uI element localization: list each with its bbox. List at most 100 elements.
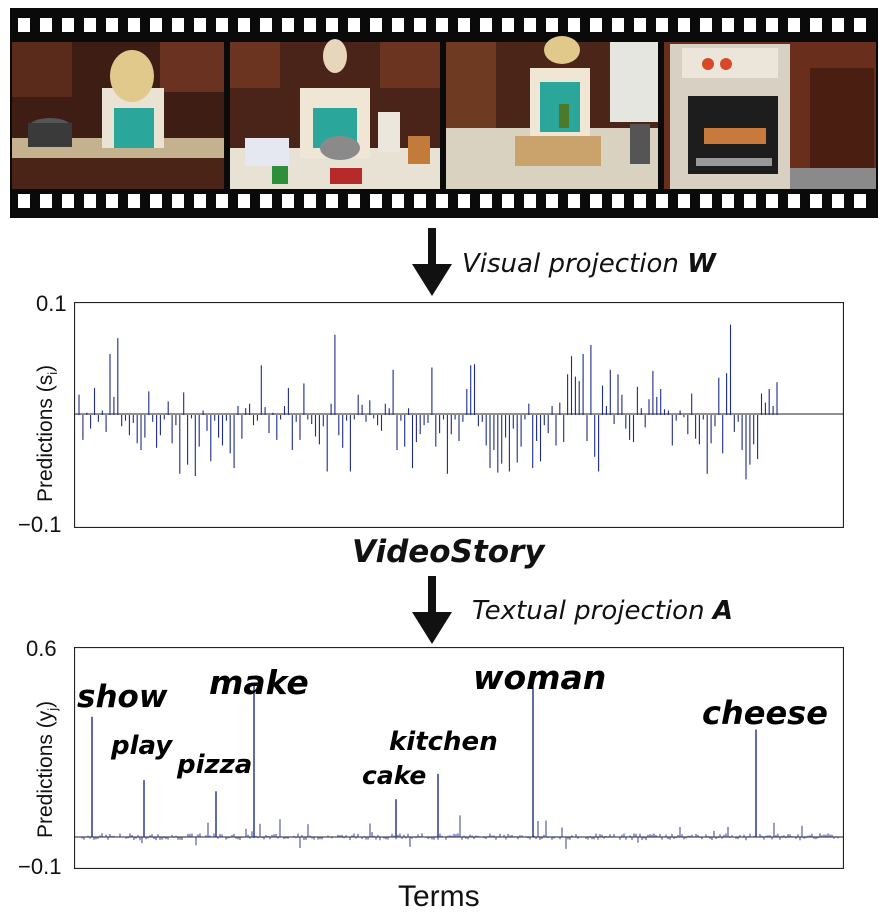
film-frame-2 <box>230 39 440 189</box>
film-sprocket-holes-bottom <box>18 194 866 208</box>
film-sprocket-hole-6 <box>150 18 162 32</box>
film-sprocket-hole-28 <box>634 194 646 208</box>
film-sprocket-hole-13 <box>304 18 316 32</box>
film-sprocket-hole-12 <box>282 18 294 32</box>
film-sprocket-hole-4 <box>106 18 118 32</box>
film-sprocket-hole-11 <box>260 18 272 32</box>
textual-projection-text: Textual projection <box>472 596 713 626</box>
film-sprocket-hole-25 <box>568 18 580 32</box>
film-sprocket-holes-top <box>18 18 866 32</box>
chart2-ylabel-sub: j <box>45 707 61 711</box>
visual-projection-symbol: W <box>687 249 716 279</box>
film-sprocket-hole-18 <box>414 18 426 32</box>
film-sprocket-hole-30 <box>678 194 690 208</box>
film-sprocket-hole-29 <box>656 194 668 208</box>
film-sprocket-hole-35 <box>788 18 800 32</box>
film-sprocket-hole-10 <box>238 18 250 32</box>
chart2-frame <box>74 647 844 869</box>
film-sprocket-hole-11 <box>260 194 272 208</box>
film-sprocket-hole-3 <box>84 194 96 208</box>
chart1-ylabel: Predictions (si) <box>34 365 60 502</box>
film-sprocket-hole-8 <box>194 18 206 32</box>
film-sprocket-hole-37 <box>832 18 844 32</box>
film-sprocket-hole-7 <box>172 18 184 32</box>
film-sprocket-hole-2 <box>62 18 74 32</box>
film-sprocket-hole-9 <box>216 194 228 208</box>
chart2-ytick-bottom: −0.1 <box>18 854 62 879</box>
film-sprocket-hole-35 <box>788 194 800 208</box>
film-sprocket-hole-27 <box>612 194 624 208</box>
film-sprocket-hole-28 <box>634 18 646 32</box>
film-sprocket-hole-6 <box>150 194 162 208</box>
term-label-show: show <box>77 679 168 715</box>
chart1-ytick-top: 0.1 <box>36 291 67 316</box>
film-sprocket-hole-19 <box>436 194 448 208</box>
term-label-play: play <box>111 731 173 761</box>
film-sprocket-hole-34 <box>766 18 778 32</box>
film-sprocket-hole-33 <box>744 194 756 208</box>
film-sprocket-hole-20 <box>458 18 470 32</box>
chart2-ylabel-end: ) <box>34 700 57 708</box>
film-sprocket-hole-5 <box>128 194 140 208</box>
film-sprocket-hole-31 <box>700 18 712 32</box>
chart2-xlabel: Terms <box>398 880 480 913</box>
film-sprocket-hole-16 <box>370 18 382 32</box>
film-sprocket-hole-24 <box>546 194 558 208</box>
chart1-ytick-bottom: −0.1 <box>18 512 62 537</box>
film-sprocket-hole-32 <box>722 18 734 32</box>
film-frame-4 <box>664 42 876 189</box>
film-sprocket-hole-7 <box>172 194 184 208</box>
film-sprocket-hole-18 <box>414 194 426 208</box>
film-sprocket-hole-1 <box>40 18 52 32</box>
textual-projection-label: Textual projection A <box>472 596 733 626</box>
film-sprocket-hole-20 <box>458 194 470 208</box>
chart2-ylabel: Predictions (yj) <box>34 701 60 838</box>
film-sprocket-hole-22 <box>502 18 514 32</box>
film-sprocket-hole-25 <box>568 194 580 208</box>
film-sprocket-hole-13 <box>304 194 316 208</box>
chart1-ylabel-end: ) <box>34 364 57 372</box>
film-sprocket-hole-21 <box>480 194 492 208</box>
film-sprocket-hole-19 <box>436 18 448 32</box>
chart1-ylabel-text: Predictions (s <box>34 374 57 502</box>
term-label-cake: cake <box>362 761 427 790</box>
film-frame-1 <box>12 42 224 189</box>
term-label-woman: woman <box>473 658 607 697</box>
film-sprocket-hole-27 <box>612 18 624 32</box>
film-sprocket-hole-36 <box>810 18 822 32</box>
chart2-highlighted-stems <box>91 685 757 838</box>
film-sprocket-hole-10 <box>238 194 250 208</box>
film-sprocket-hole-30 <box>678 18 690 32</box>
chart2-term-stems <box>79 815 839 849</box>
film-sprocket-hole-15 <box>348 194 360 208</box>
term-label-make: make <box>209 663 309 702</box>
videostory-title: VideoStory <box>352 534 545 570</box>
film-sprocket-hole-8 <box>194 194 206 208</box>
visual-projection-text: Visual projection <box>462 249 688 279</box>
film-sprocket-hole-0 <box>18 194 30 208</box>
film-sprocket-hole-37 <box>832 194 844 208</box>
film-sprocket-hole-9 <box>216 18 228 32</box>
film-sprocket-hole-14 <box>326 194 338 208</box>
film-sprocket-hole-31 <box>700 194 712 208</box>
film-sprocket-hole-2 <box>62 194 74 208</box>
film-strip <box>10 8 878 218</box>
film-sprocket-hole-23 <box>524 18 536 32</box>
down-arrow-icon <box>412 228 452 296</box>
film-sprocket-hole-5 <box>128 18 140 32</box>
film-sprocket-hole-14 <box>326 18 338 32</box>
film-sprocket-hole-32 <box>722 194 734 208</box>
film-sprocket-hole-23 <box>524 194 536 208</box>
down-arrow-icon <box>412 576 452 644</box>
chart2-ytick-top: 0.6 <box>26 636 57 661</box>
textual-predictions-chart <box>74 647 844 869</box>
film-sprocket-hole-17 <box>392 18 404 32</box>
film-sprocket-hole-22 <box>502 194 514 208</box>
chart1-stems <box>78 324 778 480</box>
film-sprocket-hole-4 <box>106 194 118 208</box>
term-label-pizza: pizza <box>177 750 253 780</box>
film-sprocket-hole-3 <box>84 18 96 32</box>
film-sprocket-hole-1 <box>40 194 52 208</box>
film-sprocket-hole-26 <box>590 18 602 32</box>
chart1-ylabel-sub: i <box>45 371 61 375</box>
